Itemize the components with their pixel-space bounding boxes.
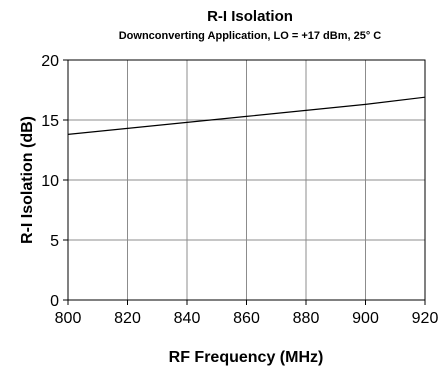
x-tick-label: 840	[174, 310, 201, 327]
y-tick-label: 5	[50, 233, 59, 250]
y-tick-label: 15	[41, 113, 59, 130]
x-tick-label: 900	[352, 310, 379, 327]
x-tick-label: 860	[233, 310, 260, 327]
x-axis-label: RF Frequency (MHz)	[169, 349, 324, 366]
y-tick-label: 0	[50, 293, 59, 310]
y-tick-label: 20	[41, 53, 59, 70]
x-tick-label: 800	[55, 310, 82, 327]
x-tick-label: 880	[293, 310, 320, 327]
series-layer	[67, 96, 426, 135]
chart-subtitle: Downconverting Application, LO = +17 dBm…	[119, 30, 382, 42]
axis-ticks: 800 820 840 860 880 900 920 0 5 10 15 20	[41, 53, 438, 327]
chart-title: R-I Isolation	[207, 8, 293, 25]
y-axis-label: R-I Isolation (dB)	[19, 116, 36, 244]
x-tick-label: 920	[412, 310, 439, 327]
series-line	[67, 96, 426, 135]
grid	[68, 60, 425, 300]
x-tick-label: 820	[114, 310, 141, 327]
y-tick-label: 10	[41, 173, 59, 190]
